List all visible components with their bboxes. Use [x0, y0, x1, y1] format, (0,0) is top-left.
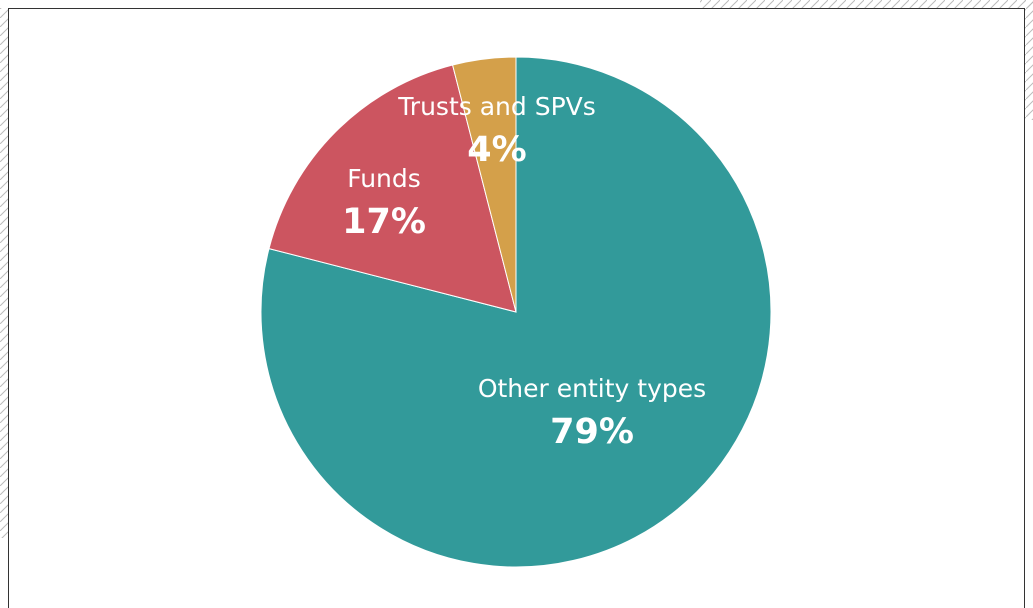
decoration [700, 0, 1033, 8]
slice-value-label: 4% [467, 130, 526, 170]
decoration [1024, 0, 1033, 120]
pie-slice [451, 56, 517, 313]
slice-value-label: 79% [550, 412, 634, 452]
pie-slice [260, 56, 772, 568]
decoration [0, 8, 8, 538]
slice-name: Funds [347, 164, 421, 193]
pie-slice [268, 64, 517, 313]
slice-value-label: 17% [342, 202, 426, 242]
labels: Other entity types 79% Funds 17% Trusts and … [342, 92, 706, 452]
slice-name: Other entity types [478, 374, 706, 403]
pie [260, 56, 772, 568]
slice-name: Trusts and SPVs [397, 92, 596, 121]
